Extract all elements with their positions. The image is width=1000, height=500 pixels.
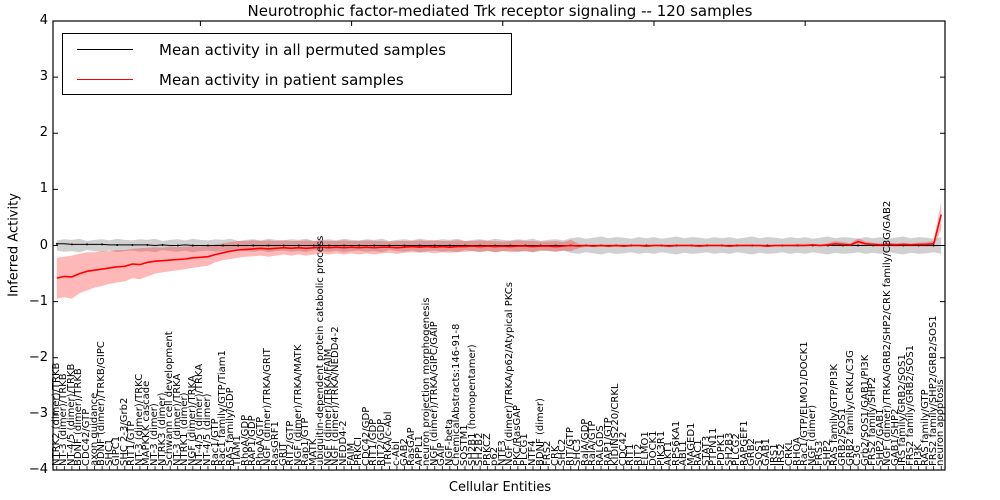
permuted-marker: [206, 244, 209, 247]
x-tick-label: neuron apoptosis: [935, 379, 947, 466]
permuted-marker: [55, 242, 58, 245]
permuted-marker: [297, 244, 300, 247]
patient-band: [56, 201, 942, 299]
permuted-marker: [116, 243, 119, 246]
legend-entry-patient: Mean activity in patient samples: [63, 65, 511, 94]
y-tick-label: 4: [39, 13, 48, 28]
patient-line: [56, 214, 942, 279]
permuted-marker: [161, 243, 164, 246]
y-tick-label: 2: [39, 125, 48, 141]
permuted-marker: [237, 244, 240, 247]
permuted-marker: [176, 244, 179, 247]
permuted-marker: [70, 243, 73, 246]
legend-entry-permuted: Mean activity in all permuted samples: [63, 35, 511, 64]
permuted-marker: [312, 244, 315, 247]
permuted-marker: [857, 244, 860, 247]
y-tick-label: −3: [28, 405, 48, 421]
permuted-marker: [418, 244, 421, 247]
y-tick-label: −4: [28, 462, 48, 477]
permuted-marker: [86, 243, 89, 246]
permuted-marker: [146, 243, 149, 246]
permuted-marker: [932, 244, 935, 247]
permuted-marker: [403, 244, 406, 247]
legend: Mean activity in all permuted samples Me…: [62, 33, 512, 95]
permuted-marker: [373, 244, 376, 247]
x-axis-label: Cellular Entities: [448, 480, 552, 495]
legend-label-patient: Mean activity in patient samples: [159, 70, 404, 89]
legend-label-permuted: Mean activity in all permuted samples: [159, 40, 446, 59]
permuted-marker: [358, 244, 361, 247]
permuted-marker: [252, 244, 255, 247]
permuted-marker: [327, 244, 330, 247]
permuted-marker: [267, 244, 270, 247]
permuted-marker: [433, 244, 436, 247]
permuted-marker: [343, 244, 346, 247]
legend-line-patient-icon: [77, 79, 133, 80]
permuted-marker: [388, 244, 391, 247]
legend-line-permuted-icon: [77, 49, 133, 50]
permuted-marker: [101, 243, 104, 246]
permuted-marker: [191, 244, 194, 247]
y-tick-label: 0: [39, 237, 48, 253]
permuted-marker: [448, 244, 451, 247]
y-tick-label: 3: [39, 69, 48, 85]
permuted-marker: [131, 243, 134, 246]
permuted-marker: [222, 244, 225, 247]
y-tick-label: −2: [28, 349, 48, 365]
y-tick-label: −1: [28, 293, 48, 309]
permuted-marker: [282, 244, 285, 247]
y-tick-label: 1: [39, 181, 48, 197]
chart-title: Neurotrophic factor-mediated Trk recepto…: [247, 2, 753, 20]
